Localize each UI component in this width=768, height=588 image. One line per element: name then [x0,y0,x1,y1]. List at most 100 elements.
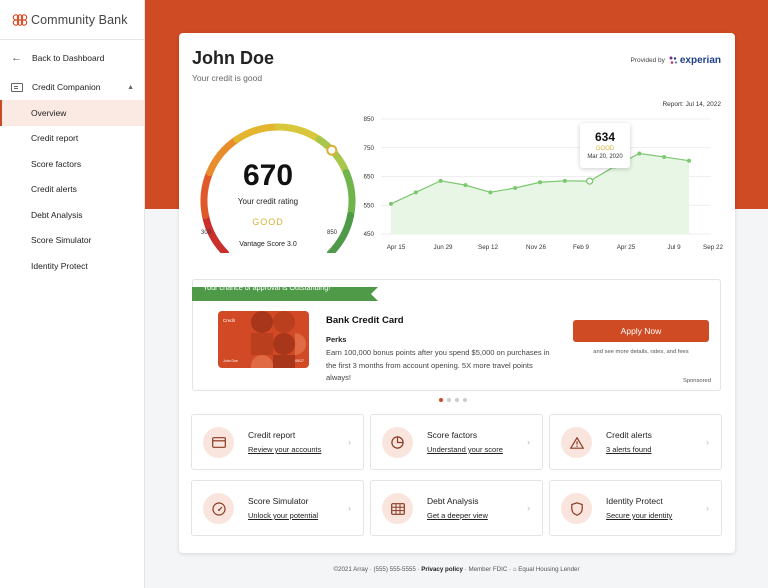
y-tick-label: 450 [363,231,374,238]
data-point[interactable] [513,186,518,190]
warning-icon [561,427,592,458]
data-point[interactable] [637,151,642,156]
score-history-chart[interactable]: 850 750 650 550 450 Apr 15 Jun 29 Sep 12 Nov 26 F… [359,113,729,258]
tile-link[interactable]: Get a deeper view [427,511,488,520]
tile-link[interactable]: Review your accounts [248,445,322,454]
perks-label: Perks [326,335,347,344]
apply-subtext: and see more details, rates, and fees [593,349,689,355]
carousel-dot-4[interactable] [463,398,467,402]
footer-sep: · [369,566,374,573]
shield-icon [561,493,592,524]
tile-debt-analysis[interactable]: Debt Analysis Get a deeper view › [370,480,543,536]
chart-tooltip: 634 GOOD Mar 20, 2020 [580,123,630,168]
data-point[interactable] [687,158,691,163]
brand-header[interactable]: Community Bank [0,0,144,40]
card-icon [11,82,23,92]
calculator-icon [382,493,413,524]
offer-title[interactable]: Bank Credit Card [326,315,404,326]
x-tick-label: Apr 25 [617,244,636,251]
sidebar-item-identity-protect[interactable]: Identity Protect [31,260,88,271]
x-tick-label: Jul 9 [667,244,681,251]
back-to-dashboard-link[interactable]: ← Back to Dashboard [0,41,144,74]
speedometer-icon [203,493,234,524]
chevron-right-icon: › [706,503,709,513]
y-tick-label: 550 [363,202,374,209]
carousel-dots [439,398,467,402]
sidebar-item-score-factors[interactable]: Score factors [31,158,82,169]
group-label: Credit Companion [32,82,101,92]
footer-phone[interactable]: (555) 555-5555 [373,566,416,573]
card-label: Credit [223,318,236,323]
data-point[interactable] [562,178,567,183]
data-point[interactable] [438,178,443,183]
chevron-right-icon: › [527,437,530,447]
tile-link[interactable]: 3 alerts found [606,445,652,454]
data-point[interactable] [488,190,493,195]
tile-title: Score Simulator [248,496,309,506]
footer-sep: · [464,566,469,573]
footer-lender: Equal Housing Lender [518,566,580,573]
sidebar-item-overview[interactable]: Overview [0,100,144,126]
tile-score-factors[interactable]: Score factors Understand your score › [370,414,543,470]
data-point[interactable] [662,154,667,159]
tile-credit-alerts[interactable]: Credit alerts 3 alerts found › [549,414,722,470]
sidebar-item-credit-alerts[interactable]: Credit alerts [31,184,77,195]
offer-description: Earn 100,000 bonus points after you spen… [326,348,550,382]
footer-sep: · [417,566,422,573]
brand-name: Community Bank [31,12,128,27]
series-area [391,153,689,234]
report-date: Report: Jul 14, 2022 [662,101,721,108]
data-point[interactable] [413,190,418,195]
carousel-dot-3[interactable] [455,398,459,402]
credit-card-image[interactable]: Credit John Doe 09/27 [218,311,309,368]
highlighted-data-point[interactable] [586,177,594,185]
carousel-dot-1[interactable] [439,398,443,402]
tile-identity-protect[interactable]: Identity Protect Secure your identity › [549,480,722,536]
footer-privacy-link[interactable]: Privacy policy [421,566,463,573]
sidebar-item-debt-analysis[interactable]: Debt Analysis [31,209,83,220]
chevron-right-icon: › [527,503,530,513]
provider-attribution: Provided by experian [631,55,721,66]
rating-word: GOOD [252,217,284,227]
tile-credit-report[interactable]: Credit report Review your accounts › [191,414,364,470]
carousel-dot-2[interactable] [447,398,451,402]
credit-companion-group[interactable]: Credit Companion ▲ [0,74,144,100]
data-point[interactable] [538,180,542,185]
approval-text: Your chance of approval is Outstanding! [203,283,331,292]
tile-link[interactable]: Unlock your potential [248,511,319,520]
data-point[interactable] [463,183,468,188]
data-point[interactable] [389,201,393,206]
x-tick-label: Jun 29 [434,244,453,251]
card-pattern-icon [251,311,306,368]
tile-link[interactable]: Secure your identity [606,511,673,520]
tooltip-score: 634 [594,130,616,144]
apply-now-button[interactable]: Apply Now [573,320,709,342]
brand-logo-icon [12,13,28,26]
credit-card-icon [203,427,234,458]
sidebar-item-score-simulator[interactable]: Score Simulator [31,235,92,246]
tile-title: Credit alerts [606,430,652,440]
gauge-segment [274,123,323,143]
credit-score: 670 [242,159,294,192]
gauge-min: 300 [201,230,212,236]
gauge-marker [326,144,338,156]
credit-overview-card: John Doe Your credit is good Provided by… [179,33,735,553]
tile-score-simulator[interactable]: Score Simulator Unlock your potential › [191,480,364,536]
house-icon: ⌂ [512,566,517,573]
gauge-segment [326,211,355,253]
x-tick-label: Nov 26 [526,244,546,251]
footer-fdic: Member FDIC [468,566,508,573]
sidebar-item-credit-report[interactable]: Credit report [31,133,79,144]
credit-card-offer: Your chance of approval is Outstanding! … [192,279,721,391]
tile-title: Debt Analysis [427,496,479,506]
gauge-segment [233,123,282,143]
x-tick-label: Apr 15 [387,244,406,251]
experian-logo-icon [669,56,677,64]
back-label: Back to Dashboard [32,52,105,63]
chevron-right-icon: › [348,437,351,447]
tile-link[interactable]: Understand your score [427,445,503,454]
page-footer: ©2021 Array · (555) 555-5555 · Privacy p… [145,566,768,573]
x-tick-label: Sep 12 [478,244,498,251]
provider-name: experian [679,55,721,66]
tile-title: Credit report [248,430,296,440]
